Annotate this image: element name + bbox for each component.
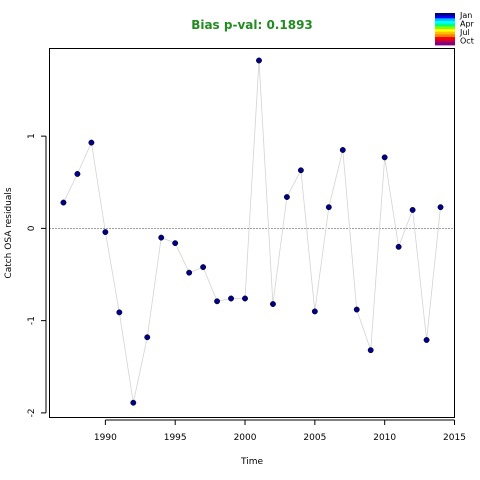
x-axis-label: Time — [240, 457, 263, 467]
legend-swatch-11 — [435, 42, 455, 46]
data-point-2011 — [395, 243, 402, 250]
y-tick-label-0: 0 — [27, 225, 37, 231]
data-point-1987 — [60, 199, 67, 206]
plot-frame — [49, 48, 455, 418]
legend-label-oct: Oct — [460, 37, 474, 46]
x-tick-label-2005: 2005 — [303, 433, 326, 443]
data-point-2012 — [409, 206, 416, 213]
legend-swatch-7 — [435, 31, 455, 35]
data-points — [60, 57, 444, 406]
data-point-1988 — [74, 171, 81, 177]
legend-label-jan: Jan — [459, 11, 472, 20]
data-point-1992 — [130, 399, 137, 406]
legend-swatch-3 — [435, 21, 455, 25]
data-point-2001 — [256, 57, 262, 64]
data-point-1996 — [186, 269, 193, 276]
series-connector — [63, 60, 441, 403]
chart-title: Bias p-val: 0.1893 — [191, 18, 313, 32]
legend-swatch-6 — [435, 29, 455, 33]
x-tick-label-2000: 2000 — [234, 433, 257, 443]
y-tick-label--2: -2 — [27, 408, 37, 417]
legend-swatch-8 — [435, 34, 455, 38]
x-tick-label-1990: 1990 — [94, 433, 117, 443]
data-point-2013 — [423, 337, 430, 343]
y-tick-label-1: 1 — [27, 133, 37, 139]
data-point-2007 — [339, 147, 346, 153]
data-point-2006 — [325, 204, 332, 211]
legend-swatch-9 — [435, 37, 455, 41]
data-point-2003 — [283, 194, 290, 200]
x-axis: 1990 1995 2000 2005 2010 2015 — [94, 419, 466, 443]
data-point-2009 — [367, 347, 374, 354]
legend-swatch-2 — [435, 18, 455, 22]
legend-swatch-4 — [435, 23, 455, 27]
data-point-2002 — [269, 301, 276, 307]
data-point-1989 — [88, 139, 95, 146]
data-point-1991 — [116, 309, 123, 316]
legend-swatch-0 — [435, 13, 455, 17]
data-point-2014 — [437, 204, 444, 211]
data-point-1990 — [102, 229, 109, 236]
data-point-2010 — [381, 154, 388, 161]
data-point-2004 — [297, 167, 304, 174]
data-point-1993 — [144, 334, 151, 341]
legend-swatch-5 — [435, 26, 455, 30]
y-tick-label--1: -1 — [27, 316, 37, 325]
data-point-1998 — [214, 298, 221, 305]
data-point-1997 — [200, 264, 207, 271]
y-axis-label: Catch OSA residuals — [4, 187, 14, 278]
y-axis: -2 -1 0 1 — [27, 133, 47, 417]
data-point-2008 — [353, 306, 360, 313]
series-line — [63, 60, 441, 403]
data-point-2000 — [242, 295, 248, 302]
x-tick-label-2015: 2015 — [443, 433, 466, 443]
data-point-2005 — [311, 308, 318, 315]
data-point-1995 — [172, 240, 179, 247]
x-tick-label-2010: 2010 — [373, 433, 396, 443]
legend-label-jul: Jul — [459, 28, 470, 37]
data-point-1994 — [158, 234, 165, 241]
legend-swatch-10 — [435, 39, 455, 43]
legend-label-apr: Apr — [460, 20, 475, 29]
legend-swatch-1 — [435, 15, 455, 19]
data-point-1999 — [228, 295, 235, 302]
x-tick-label-1995: 1995 — [164, 433, 187, 443]
